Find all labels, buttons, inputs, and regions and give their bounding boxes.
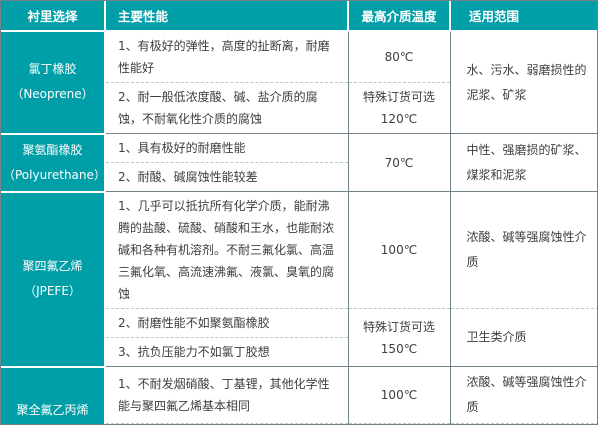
temperature-cell: 100℃	[347, 366, 450, 424]
performance-cell: 2、耐一般低浓度酸、碱、盐介质的腐蚀，不耐氧化性介质的腐蚀	[104, 82, 348, 134]
application-cell: 浓酸、碱等强腐蚀性介质	[449, 366, 597, 424]
temperature-cell: 特殊订货可选 150℃	[347, 423, 450, 424]
temperature-cell: 特殊订货可选 120℃	[347, 82, 450, 134]
material-cell: 聚四氟乙烯 （JPEFE）	[1, 190, 106, 368]
performance-cell: 1、不耐发烟硝酸、丁基锂，其他化学性能与聚四氟乙烯基本相同	[104, 366, 348, 424]
material-name-en: （Neoprene）	[11, 87, 94, 102]
material-name-en: （Polyurethane）	[3, 167, 106, 182]
application-cell: 水、污水、弱磨损性的泥浆、矿浆	[449, 31, 597, 134]
performance-cell: 3、抗负压能力不如氯丁胶想	[104, 337, 348, 367]
material-cell: 聚全氟乙丙烯 （F46）	[1, 365, 106, 424]
performance-cell: 1、几乎可以抵抗所有化学介质，能耐沸腾的盐酸、硫酸、硝酸和王水，也能耐浓碱和各种…	[104, 191, 348, 309]
application-cell: 卫生类介质	[449, 423, 597, 424]
application-cell: 卫生类介质	[449, 308, 597, 367]
temperature-cell: 特殊订货可选 150℃	[347, 308, 450, 367]
table-body: 氯丁橡胶 （Neoprene） 1、有极好的弹性，高度的扯断离，耐磨性能好 80℃ 水、…	[1, 30, 597, 424]
table-row: 3、抗负压能力不如氯丁胶想	[1, 337, 597, 367]
header-applicable-range: 适用范围	[449, 1, 597, 32]
material-name: 聚全氟乙丙烯	[16, 403, 89, 417]
performance-cell: 1、有极好的弹性，高度的扯断离，耐磨性能好	[104, 31, 348, 83]
header-lining-selection: 衬里选择	[1, 1, 105, 32]
material-name: 聚四氟乙烯	[22, 259, 83, 273]
temperature-cell: 70℃	[347, 133, 450, 192]
performance-cell: 2、耐酸、碱腐蚀性能较差	[104, 162, 348, 192]
header-row: 衬里选择 主要性能 最高介质温度 适用范围	[1, 1, 597, 32]
header-max-medium-temperature: 最高介质温度	[347, 1, 450, 32]
performance-cell: 1、具有极好的耐磨性能	[104, 133, 348, 163]
material-name-en: （JPEFE）	[24, 284, 81, 298]
performance-cell: 2、抗负压能力高于聚四氟乙烯	[104, 423, 348, 424]
table-row: 聚全氟乙丙烯 （F46）1、不耐发烟硝酸、丁基锂，其他化学性能与聚四氟乙烯基本相同…	[1, 365, 597, 424]
material-name: 聚氨酯橡胶	[22, 142, 83, 157]
table-row: 氯丁橡胶 （Neoprene） 1、有极好的弹性，高度的扯断离，耐磨性能好 80℃ 水、…	[1, 30, 597, 135]
material-cell: 聚氨酯橡胶 （Polyurethane）	[1, 132, 106, 193]
temperature-cell: 80℃	[347, 31, 450, 83]
header-main-performance: 主要性能	[104, 1, 348, 32]
table-row: 2、耐一般低浓度酸、碱、盐介质的腐蚀，不耐氧化性介质的腐蚀 特殊订货可选 120℃	[1, 82, 597, 134]
application-cell: 浓酸、碱等强腐蚀性介质	[449, 191, 597, 309]
table-row: 聚四氟乙烯 （JPEFE） 1、几乎可以抵抗所有化学介质，能耐沸腾的盐酸、硫酸、硝酸…	[1, 190, 597, 368]
table-row: 2、耐磨性能不如聚氨酯橡胶 特殊订货可选 150℃ 卫生类介质	[1, 308, 597, 367]
temperature-cell: 100℃	[347, 191, 450, 309]
material-cell: 氯丁橡胶 （Neoprene）	[1, 30, 106, 135]
performance-cell: 2、耐磨性能不如聚氨酯橡胶	[104, 308, 348, 338]
material-name: 氯丁橡胶	[28, 62, 77, 77]
material-name-en: （F46）	[3, 423, 102, 424]
application-cell: 中性、强磨损的矿浆、煤浆和泥浆	[449, 133, 597, 192]
table-row: 2、耐酸、碱腐蚀性能较差	[1, 162, 597, 192]
table-row: 聚氨酯橡胶 （Polyurethane） 1、具有极好的耐磨性能 70℃ 中性、强磨损的…	[1, 132, 597, 193]
